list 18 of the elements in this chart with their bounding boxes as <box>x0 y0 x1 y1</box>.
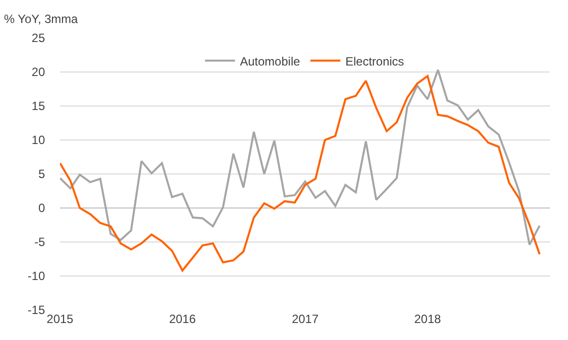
y-tick-label: -5 <box>34 235 46 250</box>
y-tick-label: -15 <box>28 303 46 318</box>
x-tick-label: 2018 <box>414 312 442 326</box>
y-tick-label: 25 <box>32 31 46 46</box>
x-tick-label: 2016 <box>169 312 196 326</box>
y-tick-label: 0 <box>38 201 46 216</box>
y-tick-label: 15 <box>32 99 46 114</box>
legend-label: Electronics <box>345 54 404 68</box>
legend-label: Automobile <box>240 54 300 68</box>
y-tick-label: 5 <box>38 167 46 182</box>
line-series <box>60 75 541 272</box>
y-tick-label: 10 <box>32 133 46 148</box>
x-tick-label: 2015 <box>46 312 74 326</box>
x-tick-label: 2017 <box>292 312 319 326</box>
line-series <box>60 68 541 246</box>
y-axis-title: % YoY, 3mma <box>4 12 78 26</box>
y-tick-label: -10 <box>28 269 46 284</box>
y-tick-label: 20 <box>32 65 46 80</box>
